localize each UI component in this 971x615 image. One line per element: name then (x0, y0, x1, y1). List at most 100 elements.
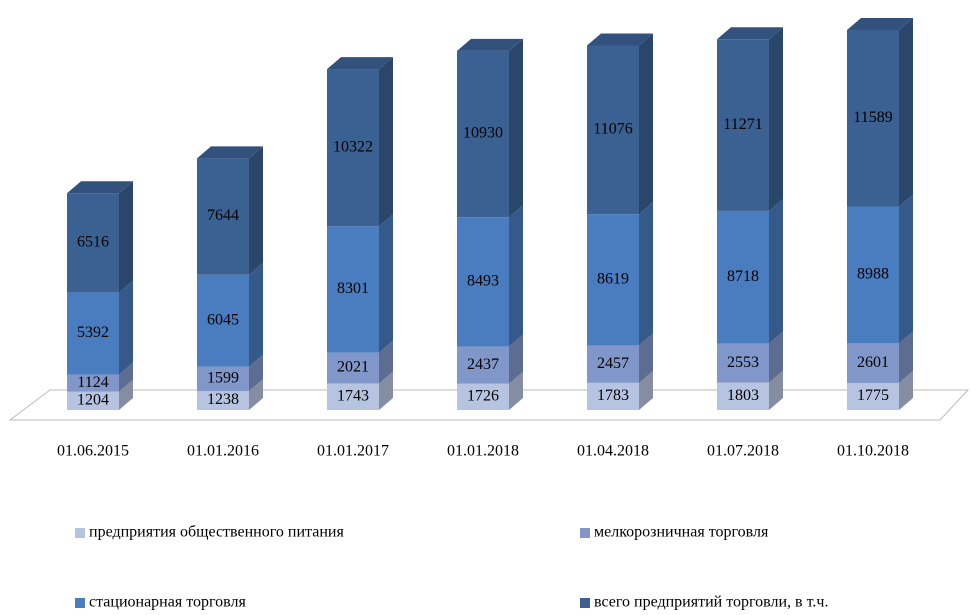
data-label: 1743 (337, 387, 369, 404)
legend-label: мелкорозничная торговля (594, 524, 769, 541)
bar-side (249, 146, 263, 275)
data-label: 1726 (467, 388, 499, 405)
bar-top (327, 57, 393, 70)
legend-swatch (75, 598, 85, 608)
data-label: 8301 (337, 280, 369, 297)
bar-side (119, 362, 133, 392)
bar-segment (717, 39, 769, 211)
data-label: 6045 (207, 311, 239, 328)
data-label: 1803 (727, 387, 759, 404)
data-label: 2457 (597, 355, 629, 372)
data-label: 11589 (853, 109, 892, 126)
data-label: 10322 (333, 138, 373, 155)
data-label: 5392 (77, 324, 109, 341)
bar-top (717, 27, 783, 40)
bar-side (379, 57, 393, 227)
data-label: 1599 (207, 370, 239, 387)
data-label: 11076 (593, 121, 632, 138)
bar-top (197, 146, 263, 159)
x-tick-label: 01.10.2018 (837, 443, 909, 460)
bar-segment (67, 374, 119, 392)
bar-side (899, 18, 913, 207)
bar-segment (327, 383, 379, 410)
legend-swatch (580, 528, 590, 538)
bar-segment (327, 69, 379, 227)
x-tick-label: 01.04.2018 (577, 443, 649, 460)
bar-segment (717, 382, 769, 410)
bar-segment (847, 343, 899, 383)
bar-segment (717, 343, 769, 383)
bar-segment (327, 226, 379, 353)
bar-side (769, 331, 783, 383)
bar-top (457, 38, 523, 51)
data-label: 8493 (467, 273, 499, 290)
data-label: 10930 (463, 125, 503, 142)
data-label: 1238 (207, 391, 239, 408)
data-label: 1775 (857, 387, 889, 404)
data-label: 8718 (727, 268, 759, 285)
bar-segment (587, 214, 639, 346)
bar-top (67, 181, 133, 194)
bar-side (509, 334, 523, 384)
data-label: 11271 (723, 116, 762, 133)
bar-side (769, 27, 783, 211)
bar-segment (457, 50, 509, 218)
bar-side (509, 38, 523, 218)
data-label: 1124 (77, 374, 108, 391)
bar-segment (847, 30, 899, 207)
bar-side (509, 371, 523, 410)
x-tick-label: 01.01.2017 (317, 443, 389, 460)
bar-side (639, 333, 653, 383)
bar-side (509, 205, 523, 347)
bar-segment (587, 382, 639, 410)
data-label: 6516 (77, 233, 109, 250)
legend-swatch (75, 528, 85, 538)
data-label: 1204 (77, 392, 109, 409)
bar-segment (457, 383, 509, 410)
bar-side (639, 33, 653, 215)
legend-label: стационарная торговля (89, 594, 246, 611)
bar-side (249, 262, 263, 367)
bar-side (899, 370, 913, 410)
data-label: 2021 (337, 359, 369, 376)
bar-side (899, 331, 913, 383)
bar-side (769, 198, 783, 344)
bar-side (119, 280, 133, 375)
data-label: 8619 (597, 270, 629, 287)
bar-side (249, 379, 263, 410)
legend-label: всего предприятий торговли, в т.ч. (594, 594, 828, 611)
bar-segment (67, 193, 119, 293)
bar-side (119, 379, 133, 410)
bar-side (249, 354, 263, 392)
legend-swatch (580, 598, 590, 608)
bar-side (119, 181, 133, 293)
bar-segment (197, 391, 249, 410)
x-tick-label: 01.07.2018 (707, 443, 779, 460)
data-label: 2553 (727, 354, 759, 371)
bar-side (899, 194, 913, 344)
bar-segment (197, 158, 249, 275)
bar-top (847, 18, 913, 30)
x-tick-label: 01.06.2015 (57, 443, 129, 460)
data-label: 8988 (857, 266, 889, 283)
bar-segment (67, 292, 119, 375)
bar-side (639, 202, 653, 346)
data-label: 2437 (467, 356, 499, 373)
data-label: 7644 (207, 207, 239, 224)
bar-side (379, 214, 393, 353)
bar-top (587, 33, 653, 46)
data-label: 1783 (597, 387, 629, 404)
bar-segment (327, 352, 379, 384)
bar-segment (457, 346, 509, 384)
bar-segment (587, 345, 639, 383)
bar-segment (197, 274, 249, 367)
bar-side (379, 371, 393, 410)
legend-label: предприятия общественного питания (89, 524, 344, 541)
bar-segment (67, 391, 119, 410)
bar-side (769, 370, 783, 410)
bar-segment (717, 210, 769, 344)
bar-side (379, 340, 393, 384)
bar-segment (847, 382, 899, 410)
bar-side (639, 370, 653, 410)
